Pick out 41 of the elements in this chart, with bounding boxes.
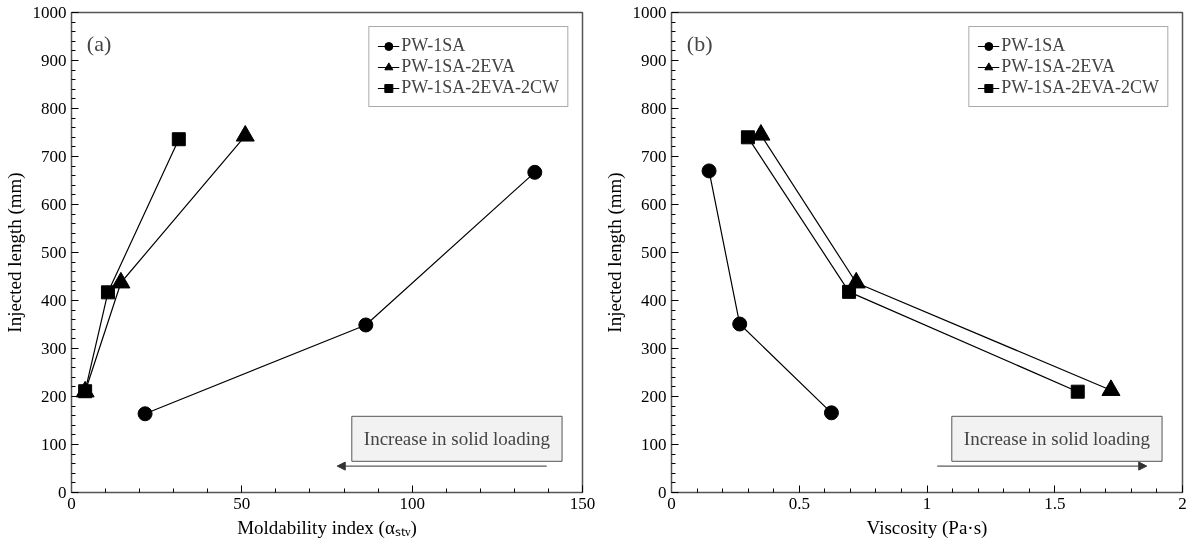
y-tick-label: 600	[41, 195, 67, 214]
y-tick-label: 300	[641, 339, 667, 358]
annotation: Increase in solid loading	[963, 428, 1151, 450]
legend-label: PW-1SA-2EVA-2CW	[1001, 77, 1159, 98]
y-tick-label: 1000	[32, 3, 67, 22]
y-tick-label: 500	[41, 243, 67, 262]
x-tick-label: 1	[922, 493, 932, 513]
x-tick-label: 150	[569, 493, 596, 513]
annotation: (a)	[86, 31, 112, 57]
x-tick-label: 100	[399, 493, 425, 513]
annotation: Increase in solid loading	[363, 428, 551, 450]
x-axis-title: Viscosity (Pa·s)	[866, 516, 988, 539]
x-tick-label: 50	[233, 493, 251, 513]
legend-label: PW-1SA-2EVA	[401, 56, 516, 77]
y-tick-label: 400	[641, 291, 667, 310]
y-tick-label: 800	[41, 99, 67, 118]
y-tick-label: 900	[41, 51, 67, 70]
x-tick-label: 1.5	[1044, 493, 1066, 513]
y-tick-label: 300	[41, 339, 67, 358]
y-tick-label: 400	[41, 291, 67, 310]
y-tick-label: 700	[41, 147, 67, 166]
x-tick-label: 0.5	[788, 493, 810, 513]
y-tick-label: 500	[641, 243, 667, 262]
x-tick-label: 2	[1178, 493, 1187, 513]
legend-label: PW-1SA-2EVA-2CW	[401, 77, 559, 98]
y-tick-label: 800	[641, 99, 667, 118]
y-tick-label: 1000	[632, 3, 667, 22]
legend-label: PW-1SA	[1001, 35, 1066, 56]
y-tick-label: 100	[41, 435, 67, 454]
annotation: (b)	[686, 31, 713, 57]
y-tick-label: 900	[641, 51, 667, 70]
y-tick-label: 700	[641, 147, 667, 166]
y-tick-label: 100	[641, 435, 667, 454]
y-tick-label: 600	[641, 195, 667, 214]
legend-label: PW-1SA-2EVA	[1001, 56, 1116, 77]
y-axis-title: Injected length (mm)	[3, 172, 26, 333]
legend-label: PW-1SA	[401, 35, 466, 56]
y-tick-label: 200	[641, 387, 667, 406]
x-axis-title: Moldability index (αₛₜᵥ)	[237, 516, 417, 539]
y-tick-label: 200	[41, 387, 67, 406]
y-axis-title: Injected length (mm)	[603, 172, 626, 333]
